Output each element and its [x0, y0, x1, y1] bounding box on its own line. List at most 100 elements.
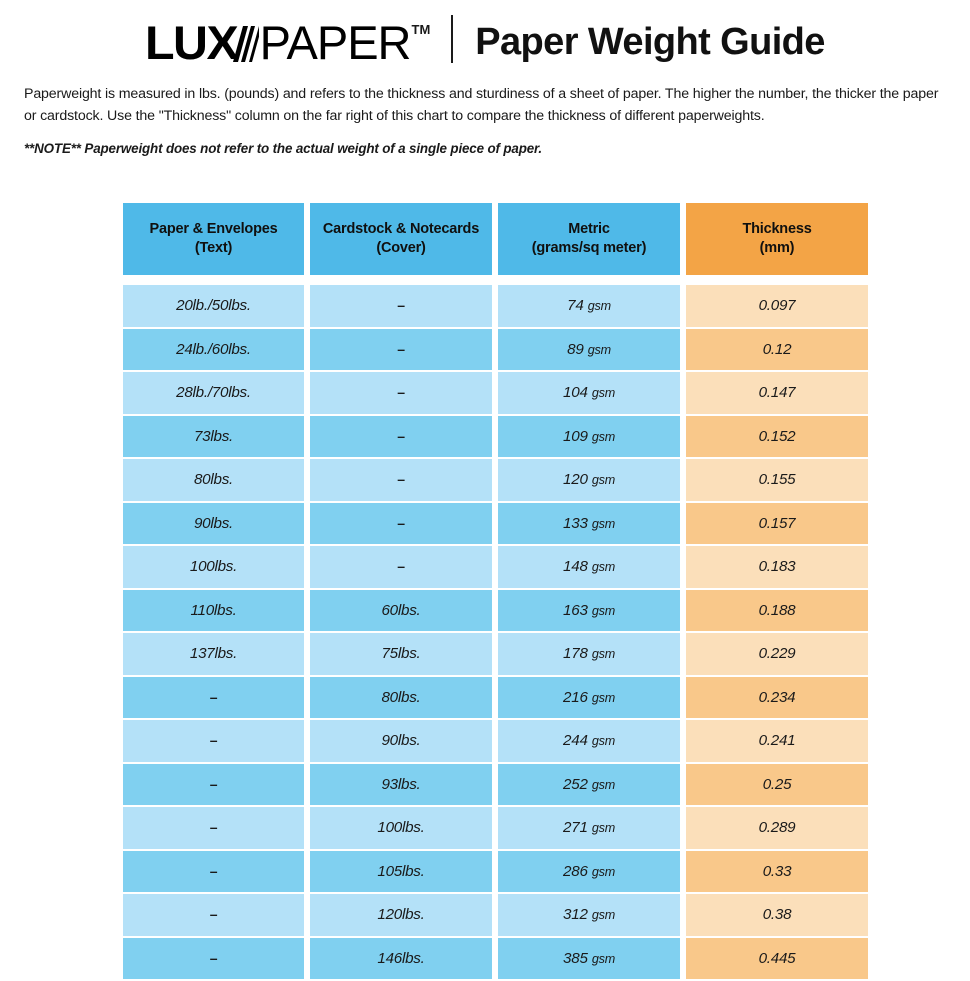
cell-paper-envelopes-text: – — [123, 676, 304, 718]
metric-unit: gsm — [588, 647, 615, 662]
cell-value: 0.147 — [758, 384, 796, 402]
table-body: 20lb./50lbs. – 74 gsm 0.097 24lb./60lbs. – 89 … — [123, 285, 868, 979]
empty-dash: – — [397, 471, 405, 488]
cell-cardstock-notecards-cover: 120lbs. — [310, 894, 492, 936]
cell-value: 0.25 — [762, 775, 792, 793]
cell-metric-gsm: 216 gsm — [498, 676, 680, 718]
cell-value: 105lbs. — [377, 862, 425, 880]
cell-value: 90lbs. — [381, 732, 421, 750]
empty-dash: – — [209, 949, 218, 966]
cell-thickness-mm: 0.38 — [686, 894, 868, 936]
column-header-main: Thickness — [742, 221, 812, 238]
spacer-cell — [686, 277, 868, 283]
empty-dash: – — [397, 558, 405, 575]
empty-dash: – — [397, 514, 405, 531]
cell-thickness-mm: 0.147 — [686, 372, 868, 414]
cell-value: 0.38 — [762, 906, 792, 924]
cell-cardstock-notecards-cover: 93lbs. — [310, 763, 492, 805]
empty-dash: – — [397, 384, 405, 401]
cell-value: 73lbs. — [193, 427, 234, 445]
cell-cardstock-notecards-cover: – — [310, 502, 492, 544]
cell-paper-envelopes-text: 28lb./70lbs. — [123, 372, 304, 414]
metric-unit: gsm — [588, 734, 615, 749]
cell-value: 0.097 — [758, 297, 796, 315]
table-row: 20lb./50lbs. – 74 gsm 0.097 — [123, 285, 868, 327]
table-row: 137lbs. 75lbs. 178 gsm 0.229 — [123, 633, 868, 675]
header-body-spacer — [123, 277, 868, 283]
cell-value: 80lbs. — [381, 688, 421, 706]
cell-value: 24lb./60lbs. — [176, 340, 251, 358]
cell-thickness-mm: 0.229 — [686, 633, 868, 675]
empty-dash: – — [209, 732, 218, 749]
cell-value: 312 — [563, 906, 588, 924]
cell-value: 178 — [563, 645, 588, 663]
empty-dash: – — [209, 688, 218, 705]
cell-value: 104 — [563, 384, 588, 402]
empty-dash: – — [397, 340, 405, 357]
cell-value: 20lb./50lbs. — [176, 297, 251, 315]
column-header-sub: (Cover) — [376, 240, 426, 256]
cell-value: 148 — [563, 558, 588, 576]
cell-paper-envelopes-text: – — [123, 720, 304, 762]
cell-value: 0.183 — [758, 558, 796, 576]
cell-metric-gsm: 104 gsm — [498, 372, 680, 414]
header-divider — [451, 15, 454, 63]
cell-value: 0.188 — [758, 601, 796, 619]
cell-thickness-mm: 0.155 — [686, 459, 868, 501]
paper-weight-table: Paper & Envelopes (Text) Cardstock & Not… — [117, 201, 874, 981]
cell-metric-gsm: 286 gsm — [498, 850, 680, 892]
cell-value: 0.12 — [762, 340, 792, 358]
paper-weight-table-wrapper: Paper & Envelopes (Text) Cardstock & Not… — [117, 201, 868, 981]
column-header-cardstock-notecards: Cardstock & Notecards (Cover) — [310, 203, 492, 275]
cell-value: 109 — [563, 427, 588, 445]
luxpaper-logo: LUX PAPER TM — [145, 15, 430, 69]
empty-dash: – — [397, 297, 405, 314]
cell-value: 60lbs. — [381, 601, 421, 619]
description-block: Paperweight is measured in lbs. (pounds)… — [0, 62, 970, 156]
spacer-cell — [123, 277, 304, 283]
spacer-cell — [310, 277, 492, 283]
cell-value: 100lbs. — [377, 819, 425, 837]
cell-thickness-mm: 0.12 — [686, 328, 868, 370]
table-row: 24lb./60lbs. – 89 gsm 0.12 — [123, 328, 868, 370]
column-header-paper-envelopes: Paper & Envelopes (Text) — [123, 203, 304, 275]
description-paragraph: Paperweight is measured in lbs. (pounds)… — [24, 86, 939, 124]
column-header-metric: Metric (grams/sq meter) — [498, 203, 680, 275]
cell-cardstock-notecards-cover: 80lbs. — [310, 676, 492, 718]
cell-thickness-mm: 0.25 — [686, 763, 868, 805]
table-row: 110lbs. 60lbs. 163 gsm 0.188 — [123, 589, 868, 631]
logo-lux-text: LUX — [145, 15, 239, 69]
table-row: 100lbs. – 148 gsm 0.183 — [123, 546, 868, 588]
cell-value: 146lbs. — [377, 949, 425, 967]
cell-value: 110lbs. — [190, 601, 237, 619]
cell-thickness-mm: 0.188 — [686, 589, 868, 631]
cell-value: 74 — [567, 297, 584, 315]
cell-cardstock-notecards-cover: 60lbs. — [310, 589, 492, 631]
cell-value: 0.229 — [758, 645, 796, 663]
cell-metric-gsm: 312 gsm — [498, 894, 680, 936]
spacer-cell — [498, 277, 680, 283]
cell-value: 244 — [563, 732, 588, 750]
cell-metric-gsm: 148 gsm — [498, 546, 680, 588]
cell-thickness-mm: 0.157 — [686, 502, 868, 544]
page-title: Paper Weight Guide — [475, 20, 825, 63]
metric-unit: gsm — [588, 690, 615, 705]
metric-unit: gsm — [588, 777, 615, 792]
cell-paper-envelopes-text: 73lbs. — [123, 415, 304, 457]
cell-thickness-mm: 0.152 — [686, 415, 868, 457]
cell-cardstock-notecards-cover: – — [310, 328, 492, 370]
empty-dash: – — [209, 862, 218, 879]
cell-cardstock-notecards-cover: – — [310, 285, 492, 327]
cell-paper-envelopes-text: 137lbs. — [123, 633, 304, 675]
cell-value: 385 — [563, 949, 588, 967]
cell-cardstock-notecards-cover: 146lbs. — [310, 937, 492, 979]
chevron-mark-icon — [232, 26, 259, 62]
table-row: – 90lbs. 244 gsm 0.241 — [123, 720, 868, 762]
cell-thickness-mm: 0.241 — [686, 720, 868, 762]
cell-metric-gsm: 385 gsm — [498, 937, 680, 979]
cell-metric-gsm: 89 gsm — [498, 328, 680, 370]
cell-value: 75lbs. — [381, 645, 421, 663]
empty-dash: – — [209, 775, 218, 792]
metric-unit: gsm — [584, 299, 611, 314]
